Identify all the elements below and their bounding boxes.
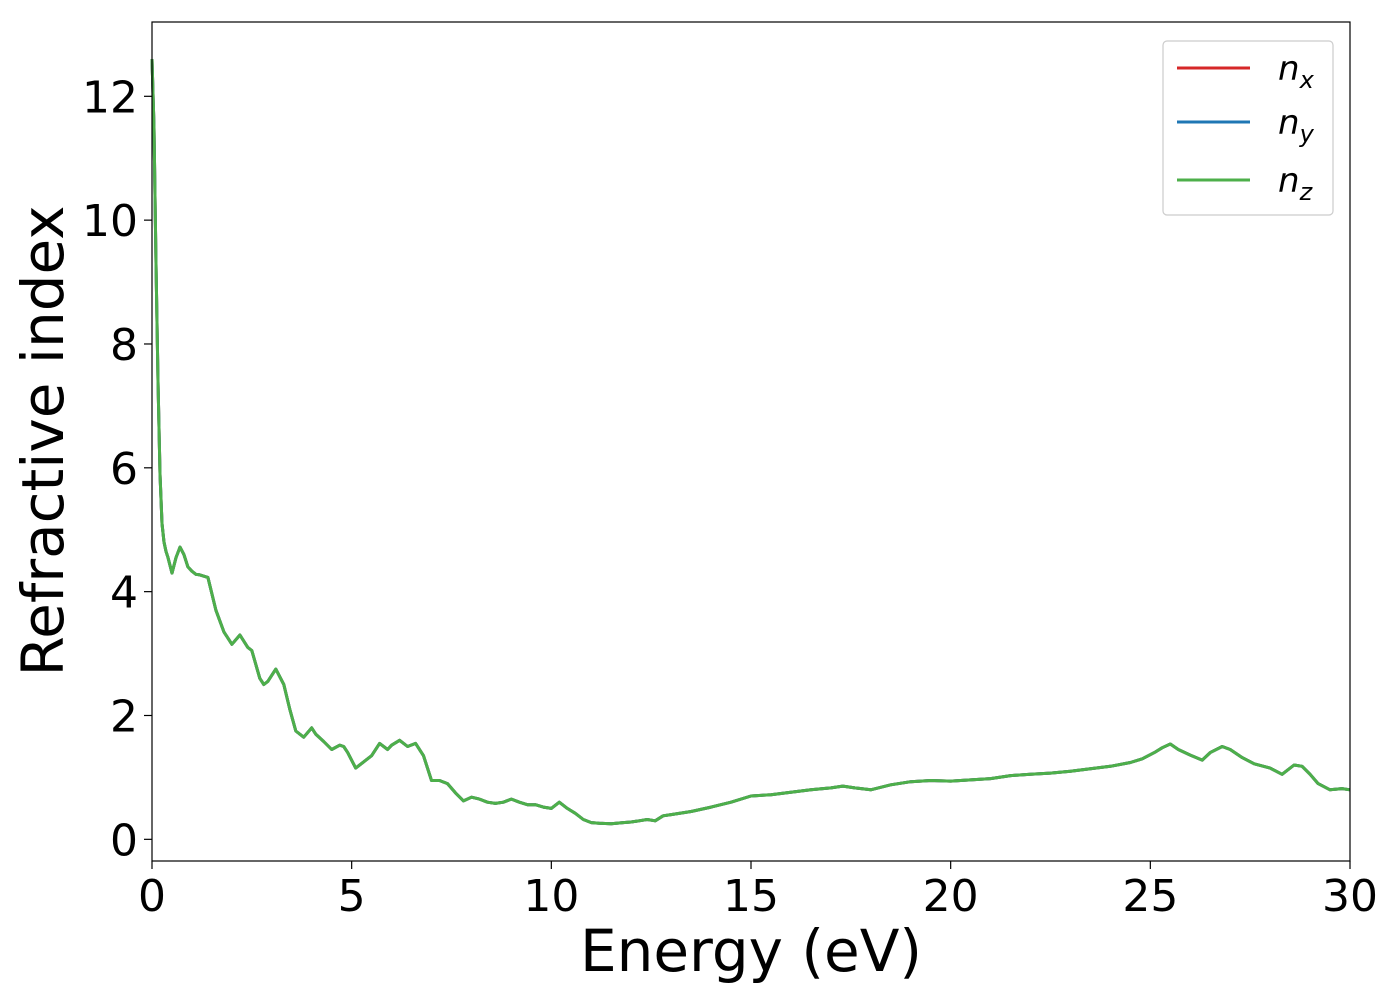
x-tick-label: 15 — [723, 871, 779, 922]
y-tick-label: 12 — [82, 72, 138, 123]
legend-label-nz: nz — [1278, 161, 1314, 206]
x-tick-label: 0 — [138, 871, 166, 922]
y-axis: 0 2 4 6 8 10 12 — [82, 72, 152, 866]
y-tick-label: 8 — [110, 320, 138, 371]
x-tick-label: 30 — [1322, 871, 1378, 922]
y-tick-label: 10 — [82, 196, 138, 247]
x-tick-label: 20 — [923, 871, 979, 922]
x-tick-label: 25 — [1122, 871, 1178, 922]
y-tick-label: 6 — [110, 444, 138, 495]
y-tick-label: 0 — [110, 815, 138, 866]
x-axis: 0 5 10 15 20 25 30 — [138, 861, 1378, 922]
legend-box — [1162, 40, 1334, 216]
x-axis-label: Energy (eV) — [580, 917, 922, 985]
x-tick-label: 10 — [523, 871, 579, 922]
plot-area — [150, 59, 1351, 826]
y-tick-label: 4 — [110, 568, 138, 619]
x-tick-label: 5 — [338, 871, 366, 922]
series-line-nz — [150, 59, 1351, 826]
y-axis-label: Refractive index — [9, 205, 77, 676]
y-tick-label: 2 — [110, 691, 138, 742]
